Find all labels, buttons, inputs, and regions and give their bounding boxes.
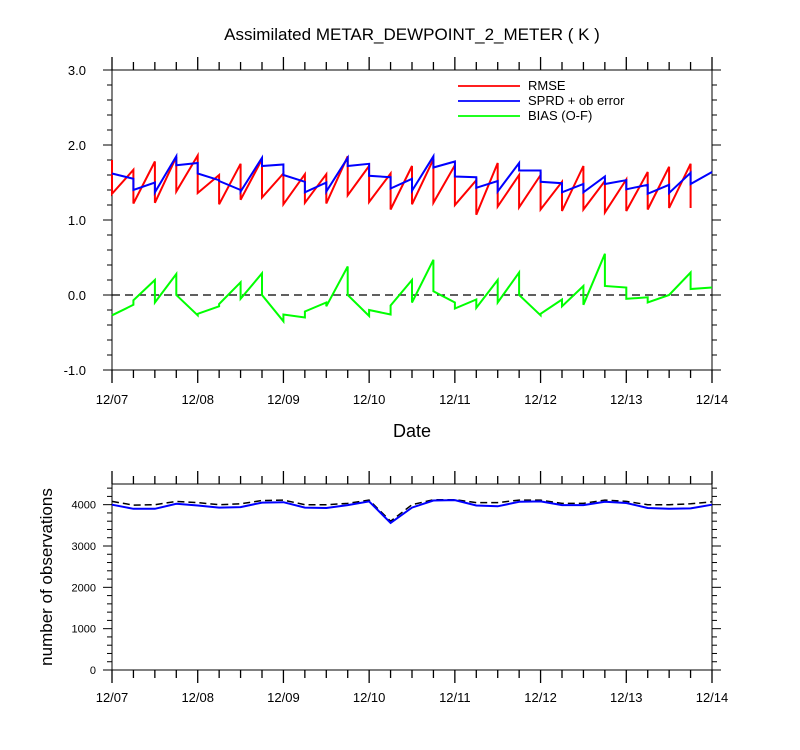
y-tick-label: 4000: [72, 500, 96, 512]
bottom-x-tick-labels: 12/07 12/08 12/09 12/10 12/11 12/12 12/13 12/14: [96, 690, 729, 705]
bottom-y-tick-labels: 4000 3000 2000 1000 0: [72, 500, 96, 677]
x-tick-label: 12/09: [267, 392, 300, 407]
x-axis-label: Date: [393, 421, 431, 441]
x-tick-label: 12/11: [439, 392, 471, 407]
series-line-sprd-ob-error: [111, 152, 713, 196]
x-tick-label: 12/10: [353, 392, 386, 407]
y-tick-label: 1.0: [68, 213, 86, 228]
top-axis-ticks: [103, 57, 721, 383]
bottom-plot-frame: [111, 483, 713, 671]
legend-label: SPRD + ob error: [528, 93, 625, 108]
series-line-rmse: [111, 151, 692, 216]
x-tick-label: 12/11: [439, 690, 471, 705]
x-tick-label: 12/09: [267, 690, 300, 705]
y-axis-label: number of observations: [37, 488, 56, 666]
y-tick-label: 0: [90, 665, 96, 677]
x-tick-label: 12/13: [610, 690, 643, 705]
x-tick-label: 12/14: [696, 690, 729, 705]
top-x-tick-labels: 12/07 12/08 12/09 12/10 12/11 12/12 12/13 12/14: [96, 392, 729, 407]
x-tick-label: 12/08: [181, 392, 214, 407]
y-tick-label: -1.0: [64, 363, 86, 378]
x-tick-label: 12/12: [524, 690, 557, 705]
obs-count-solid-line: [111, 499, 713, 525]
top-series-lines: [111, 151, 713, 325]
x-tick-label: 12/10: [353, 690, 386, 705]
obs-count-dashed-line: [111, 498, 713, 523]
bottom-series-lines: [111, 498, 713, 525]
x-tick-label: 12/13: [610, 392, 643, 407]
legend-label: RMSE: [528, 78, 566, 93]
y-tick-label: 3000: [72, 541, 96, 553]
series-line-bias-o-f: [111, 253, 713, 325]
top-panel: Assimilated METAR_DEWPOINT_2_METER ( K )…: [64, 25, 729, 441]
y-tick-label: 2000: [72, 582, 96, 594]
top-y-tick-labels: 3.0 2.0 1.0 0.0 -1.0: [64, 63, 86, 378]
x-tick-label: 12/14: [696, 392, 729, 407]
y-tick-label: 3.0: [68, 63, 86, 78]
x-tick-label: 12/08: [181, 690, 214, 705]
y-tick-label: 0.0: [68, 288, 86, 303]
y-tick-label: 2.0: [68, 138, 86, 153]
x-tick-label: 12/07: [96, 690, 129, 705]
x-tick-label: 12/07: [96, 392, 129, 407]
chart-title: Assimilated METAR_DEWPOINT_2_METER ( K ): [224, 25, 600, 44]
y-tick-label: 1000: [72, 624, 96, 636]
top-plot-frame: [111, 69, 713, 371]
bottom-axis-ticks: [103, 471, 721, 683]
legend-label: BIAS (O-F): [528, 108, 592, 123]
x-tick-label: 12/12: [524, 392, 557, 407]
